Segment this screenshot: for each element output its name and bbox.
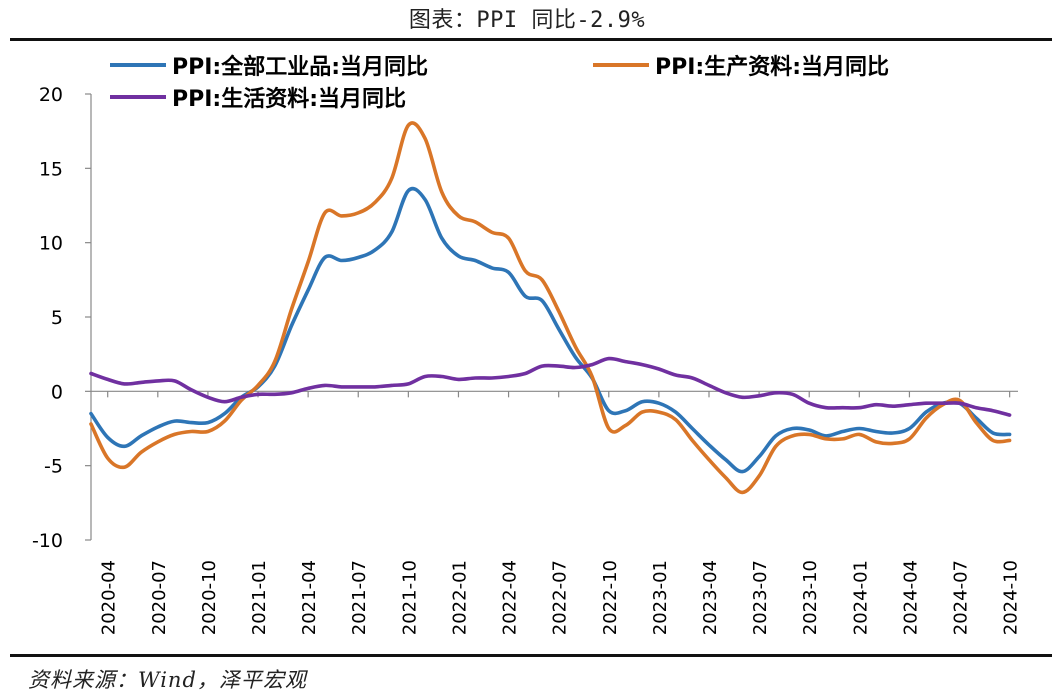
x-tick-label: 2021-10 — [399, 560, 420, 635]
x-tick-label: 2022-01 — [449, 560, 470, 635]
x-tick-label: 2023-01 — [650, 560, 671, 635]
x-tick-label: 2021-01 — [249, 560, 270, 635]
x-tick-label: 2020-10 — [199, 560, 220, 635]
x-tick-label: 2022-07 — [550, 560, 571, 635]
chart-axes: -10 -5 0 5 10 15 20 2020-04 2020-07 2020-10 2021-0… — [32, 84, 1022, 635]
legend-label: PPI:生活资料:当月同比 — [172, 87, 407, 112]
y-tick-label: 15 — [39, 158, 63, 180]
legend-swatch — [593, 63, 649, 67]
series-line-producer-goods — [89, 121, 1012, 495]
legend-swatch — [110, 95, 166, 99]
legend-item-consumer-goods: PPI:生活资料:当月同比 — [110, 82, 406, 112]
x-tick-label: 2024-01 — [850, 560, 871, 635]
series-line-consumer-goods — [89, 356, 1012, 417]
source-note: 资料来源：Wind，泽平宏观 — [28, 668, 307, 692]
x-tick-label: 2022-10 — [600, 560, 621, 635]
ppi-line-chart: -10 -5 0 5 10 15 20 2020-04 2020-07 2020-10 2021-0… — [32, 84, 1022, 635]
y-tick-label: 0 — [51, 381, 63, 403]
x-tick-label: 2023-10 — [800, 560, 821, 635]
x-tick-label: 2020-07 — [149, 560, 170, 635]
y-tick-label: -5 — [44, 456, 63, 478]
legend-label: PPI:生产资料:当月同比 — [655, 55, 890, 80]
chart-series-lines — [89, 121, 1012, 495]
chart-title: 图表：PPI 同比-2.9% — [408, 8, 646, 33]
x-tick-label: 2021-04 — [299, 560, 320, 635]
legend-item-all-industrial: PPI:全部工业品:当月同比 — [110, 50, 428, 80]
top-rule — [10, 38, 1052, 41]
series-line-all-industrial — [89, 186, 1012, 474]
y-tick-label: -10 — [32, 530, 63, 552]
legend-swatch — [110, 63, 166, 67]
bottom-rule — [10, 654, 1052, 657]
x-tick-label: 2024-10 — [1001, 560, 1022, 635]
legend-item-producer-goods: PPI:生产资料:当月同比 — [593, 50, 889, 80]
x-tick-label: 2020-04 — [99, 560, 120, 635]
y-tick-label: 20 — [39, 84, 63, 106]
y-tick-label: 10 — [39, 233, 63, 255]
x-tick-label: 2021-07 — [349, 560, 370, 635]
x-tick-label: 2023-04 — [700, 560, 721, 635]
x-tick-label: 2024-07 — [951, 560, 972, 635]
x-tick-label: 2023-07 — [750, 560, 771, 635]
x-tick-label: 2022-04 — [500, 560, 521, 635]
legend-label: PPI:全部工业品:当月同比 — [172, 55, 429, 80]
y-tick-label: 5 — [51, 307, 63, 329]
x-tick-label: 2024-04 — [900, 560, 921, 635]
